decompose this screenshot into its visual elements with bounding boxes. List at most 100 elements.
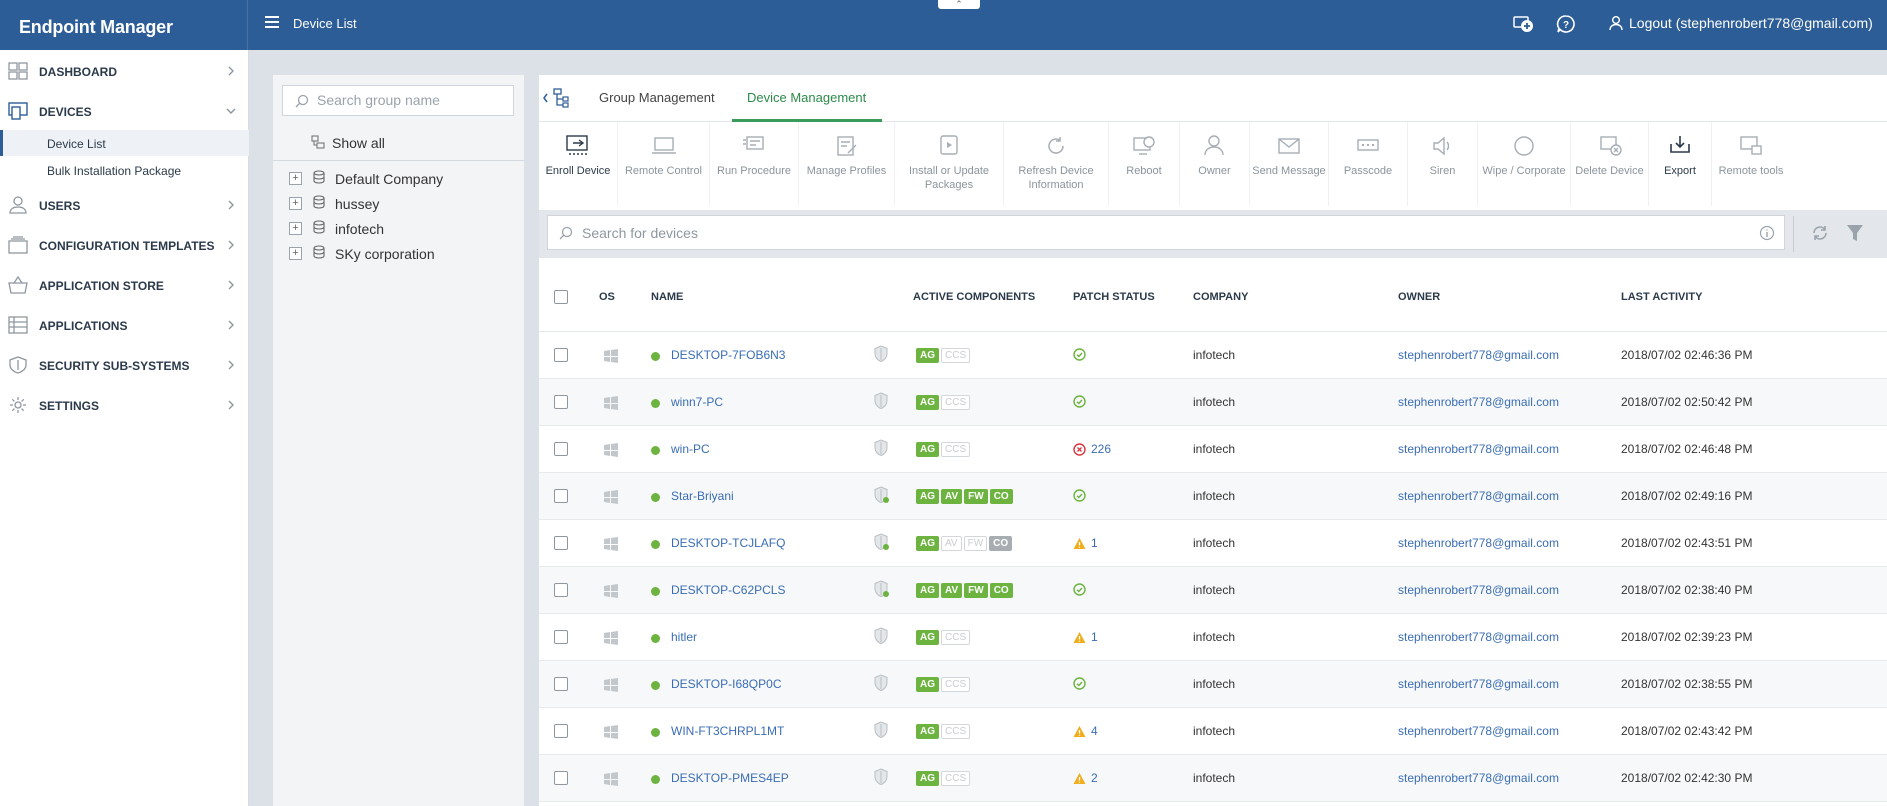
- table-row[interactable]: DESKTOP-PMES4EP AG CCS 2 infotech stephenrobe…: [539, 755, 1887, 802]
- logout-button[interactable]: Logout (stephenrobert778@gmail.com): [1608, 15, 1873, 31]
- expand-icon[interactable]: +: [289, 197, 302, 210]
- patch-status[interactable]: [1073, 395, 1091, 408]
- row-checkbox[interactable]: [554, 395, 568, 409]
- sidebar-item-devices[interactable]: DEVICES: [0, 93, 249, 129]
- device-name-link[interactable]: winn7-PC: [671, 395, 724, 409]
- export-button[interactable]: Export: [1649, 122, 1712, 206]
- row-checkbox[interactable]: [554, 583, 568, 597]
- wipe-corporate-button[interactable]: Wipe / Corporate: [1478, 122, 1571, 206]
- enroll-device-button[interactable]: Enroll Device: [539, 122, 618, 206]
- menu-icon[interactable]: [265, 16, 279, 28]
- table-row[interactable]: WIN-FT3CHRPL1MT AG CCS 4 infotech stephenrobe…: [539, 708, 1887, 755]
- expand-icon[interactable]: +: [289, 222, 302, 235]
- patch-status[interactable]: 2: [1073, 771, 1098, 785]
- patch-status[interactable]: 4: [1073, 724, 1098, 738]
- info-icon[interactable]: [1759, 225, 1775, 241]
- owner-link[interactable]: stephenrobert778@gmail.com: [1398, 630, 1559, 644]
- patch-status[interactable]: 1: [1073, 630, 1098, 644]
- owner-link[interactable]: stephenrobert778@gmail.com: [1398, 395, 1559, 409]
- group-item[interactable]: + infotech: [273, 214, 524, 244]
- manage-profiles-button[interactable]: Manage Profiles: [799, 122, 895, 206]
- owner-link[interactable]: stephenrobert778@gmail.com: [1398, 771, 1559, 785]
- patch-status[interactable]: 226: [1073, 442, 1111, 456]
- show-all-groups[interactable]: Show all: [273, 125, 524, 161]
- patch-status[interactable]: 1: [1073, 536, 1098, 550]
- help-icon[interactable]: ?: [1555, 13, 1577, 35]
- sidebar-subitem-device-list[interactable]: Device List: [0, 130, 249, 156]
- group-search-input[interactable]: [317, 92, 507, 108]
- table-row[interactable]: DESKTOP-7FOB6N3 AG CCS infotech stephenrober…: [539, 332, 1887, 379]
- sidebar-item-applications[interactable]: APPLICATIONS: [0, 307, 249, 343]
- device-name-link[interactable]: Star-Briyani: [671, 489, 734, 503]
- device-name-link[interactable]: DESKTOP-C62PCLS: [671, 583, 786, 597]
- patch-count[interactable]: 1: [1091, 536, 1098, 550]
- sidebar-subitem-bulk-installation[interactable]: Bulk Installation Package: [47, 164, 182, 178]
- table-row[interactable]: DESKTOP-I68QP0C AG CCS infotech stephenrober…: [539, 661, 1887, 708]
- device-name-link[interactable]: WIN-FT3CHRPL1MT: [671, 724, 785, 738]
- owner-link[interactable]: stephenrobert778@gmail.com: [1398, 348, 1559, 362]
- device-name-link[interactable]: DESKTOP-PMES4EP: [671, 771, 789, 785]
- row-checkbox[interactable]: [554, 677, 568, 691]
- group-item[interactable]: + Default Company: [273, 164, 524, 194]
- table-row[interactable]: Star-Briyani AG AV FW CO infotech stephenrober…: [539, 473, 1887, 520]
- sidebar-item-security-sub-systems[interactable]: SECURITY SUB-SYSTEMS: [0, 347, 249, 383]
- run-procedure-button[interactable]: Run Procedure: [710, 122, 799, 206]
- reboot-button[interactable]: Reboot: [1109, 122, 1180, 206]
- row-checkbox[interactable]: [554, 536, 568, 550]
- patch-count[interactable]: 2: [1091, 771, 1098, 785]
- refresh-device-info-button[interactable]: Refresh Device Information: [1004, 122, 1109, 206]
- table-row[interactable]: DESKTOP-TCJLAFQ AG AV FW CO 1 infotech stephenr…: [539, 520, 1887, 567]
- column-header-last-activity[interactable]: LAST ACTIVITY: [1621, 291, 1703, 303]
- select-all-checkbox[interactable]: [554, 290, 568, 304]
- owner-link[interactable]: stephenrobert778@gmail.com: [1398, 489, 1559, 503]
- owner-link[interactable]: stephenrobert778@gmail.com: [1398, 724, 1559, 738]
- sidebar-item-configuration-templates[interactable]: CONFIGURATION TEMPLATES: [0, 227, 249, 263]
- table-row[interactable]: win-PC AG CCS 226 infotech stephenrobert778@g…: [539, 426, 1887, 473]
- sidebar-item-users[interactable]: USERS: [0, 187, 249, 223]
- column-header-patch-status[interactable]: PATCH STATUS: [1073, 291, 1155, 303]
- patch-count[interactable]: 226: [1091, 442, 1112, 456]
- table-row[interactable]: hitler AG CCS 1 infotech stephenrobert778@gma…: [539, 614, 1887, 661]
- sidebar-item-settings[interactable]: SETTINGS: [0, 387, 249, 423]
- filter-icon[interactable]: [1845, 222, 1865, 244]
- column-header-company[interactable]: COMPANY: [1193, 291, 1249, 303]
- device-name-link[interactable]: win-PC: [671, 442, 710, 456]
- owner-link[interactable]: stephenrobert778@gmail.com: [1398, 583, 1559, 597]
- delete-device-button[interactable]: Delete Device: [1571, 122, 1649, 206]
- tab-device-management[interactable]: Device Management: [747, 90, 867, 105]
- owner-button[interactable]: Owner: [1180, 122, 1250, 206]
- tab-group-management[interactable]: Group Management: [599, 90, 715, 105]
- patch-status[interactable]: [1073, 583, 1091, 596]
- patch-status[interactable]: [1073, 489, 1091, 502]
- expand-icon[interactable]: +: [289, 247, 302, 260]
- device-name-link[interactable]: hitler: [671, 630, 698, 644]
- expand-icon[interactable]: +: [289, 172, 302, 185]
- row-checkbox[interactable]: [554, 771, 568, 785]
- owner-link[interactable]: stephenrobert778@gmail.com: [1398, 442, 1559, 456]
- sidebar-item-application-store[interactable]: APPLICATION STORE: [0, 267, 249, 303]
- row-checkbox[interactable]: [554, 348, 568, 362]
- device-search-input[interactable]: [582, 225, 1732, 241]
- install-update-packages-button[interactable]: Install or Update Packages: [895, 122, 1004, 206]
- collapse-tree-icon[interactable]: [541, 84, 571, 112]
- patch-status[interactable]: [1073, 677, 1091, 690]
- chevron-up-icon[interactable]: ⌃: [938, 0, 980, 9]
- row-checkbox[interactable]: [554, 630, 568, 644]
- group-item[interactable]: + SKy corporation: [273, 239, 524, 269]
- table-row[interactable]: winn7-PC AG CCS infotech stephenrobert778@gm…: [539, 379, 1887, 426]
- table-row[interactable]: DESKTOP-C62PCLS AG AV FW CO infotech stephenro…: [539, 567, 1887, 614]
- owner-link[interactable]: stephenrobert778@gmail.com: [1398, 677, 1559, 691]
- send-message-button[interactable]: Send Message: [1250, 122, 1329, 206]
- patch-count[interactable]: 1: [1091, 630, 1098, 644]
- row-checkbox[interactable]: [554, 442, 568, 456]
- patch-count[interactable]: 4: [1091, 724, 1098, 738]
- row-checkbox[interactable]: [554, 489, 568, 503]
- column-header-active-components[interactable]: ACTIVE COMPONENTS: [913, 291, 1036, 303]
- sidebar-item-dashboard[interactable]: DASHBOARD: [0, 53, 249, 89]
- remote-control-button[interactable]: Remote Control: [618, 122, 710, 206]
- column-header-os[interactable]: OS: [599, 291, 615, 303]
- group-item[interactable]: + hussey: [273, 189, 524, 219]
- passcode-button[interactable]: Passcode: [1329, 122, 1408, 206]
- device-name-link[interactable]: DESKTOP-TCJLAFQ: [671, 536, 786, 550]
- column-header-name[interactable]: NAME: [651, 291, 684, 303]
